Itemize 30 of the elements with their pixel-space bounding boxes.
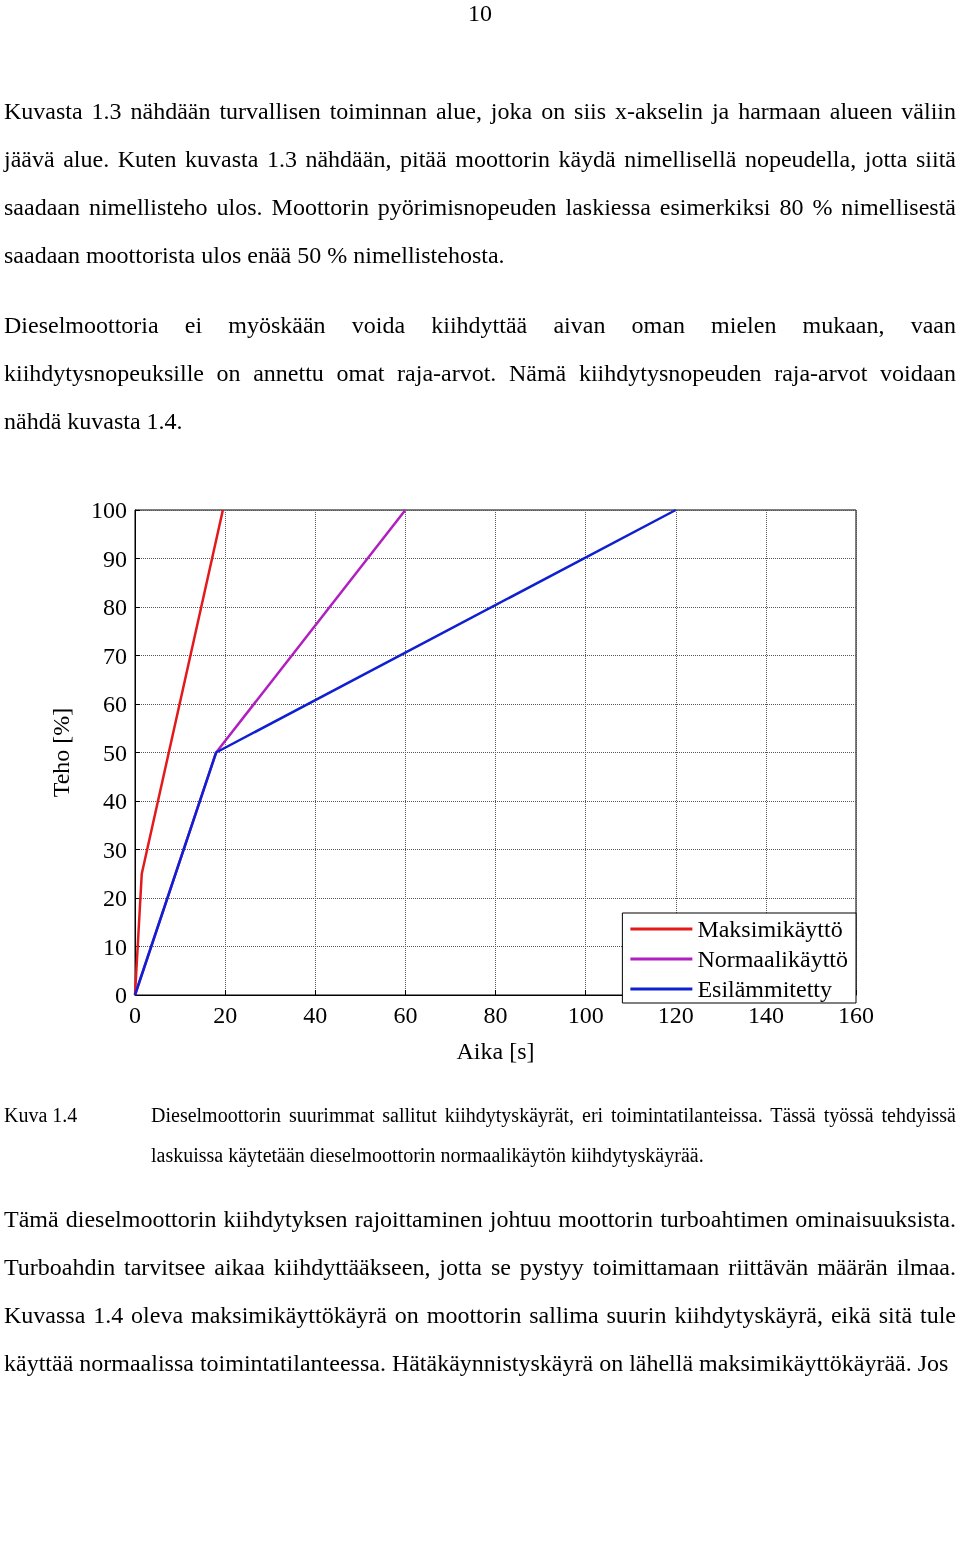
y-tick-label: 0 (115, 982, 127, 1008)
x-tick-label: 140 (747, 1002, 784, 1028)
y-axis-title: Teho [%] (48, 707, 74, 798)
text: Tämä dieselmoottorin kiihdytyksen rajoittaminen johtuu moottorin turboahtimen ominaisuuksista. Turboahdin tarvitsee aikaa kiihdyttääkseen, jotta se pystyy toimittamaan riittävän määrän ilmaa. Kuvassa 1.4 oleva maksimikäyttökäyrä on moottorin sallima suurin kiihdytyskäyrä, eikä sitä tule käyttää normaalissa toimintatilanteessa. Hätäkäynnistyskäyrä on lähellä maksimikäyttökäyrää. Jos (4, 1205, 956, 1378)
y-tick-label: 10 (103, 933, 127, 960)
y-tick-label: 70 (103, 642, 127, 669)
y-tick-label: 50 (103, 739, 127, 766)
y-tick-label: 20 (103, 885, 127, 911)
text: Dieselmoottorin suurimmat sallitut kiihdytyskäyrät, eri toimintatilanteissa. Tässä työssä tehdyissä laskuissa käytetään dieselmoottorin normaalikäytön kiihdytyskäyrää. (151, 1103, 956, 1169)
y-tick-label: 40 (103, 788, 127, 814)
y-tick-label: 60 (103, 691, 127, 717)
x-tick-label: 60 (393, 1002, 418, 1028)
x-tick-label: 160 (838, 1002, 874, 1028)
x-tick-label: 120 (657, 1002, 694, 1028)
y-tick-label: 90 (103, 545, 127, 572)
legend-label: Maksimikäyttö (697, 916, 843, 942)
text: Kuvasta 1.3 nähdään turvallisen toiminnan alue, joka on siis x-akselin ja harmaan alueen väliin jäävä alue. Kuten kuvasta 1.3 nähdään, pitää moottorin käydä nimellisellä nopeudella, jotta siitä saadaan nimellisteho ulos. Moottorin pyörimisnopeuden laskiessa esimerkiksi 80 % nimellisestä saadaan moottorista ulos enää 50 % nimellistehosta. (4, 97, 956, 270)
x-tick-label: 20 (213, 1002, 238, 1028)
x-tick-label: 40 (303, 1002, 328, 1028)
y-tick-label: 100 (91, 497, 127, 523)
text: 10 (467, 0, 493, 27)
x-tick-label: 100 (567, 1002, 604, 1028)
y-tick-label: 80 (103, 594, 127, 620)
x-axis-title: Aika [s] (456, 1038, 535, 1064)
legend-label: Normaalikäyttö (697, 946, 848, 972)
text: Dieselmoottoria ei myöskään voida kiihdyttää aivan oman mielen mukaan, vaan kiihdytysnopeuksille on annettu omat raja-arvot. Nämä kiihdytysnopeuden raja-arvot voidaan nähdä kuvasta 1.4. (4, 311, 956, 436)
text: Kuva 1.4 (4, 1103, 79, 1128)
y-tick-label: 30 (103, 836, 127, 863)
x-tick-label: 80 (483, 1002, 508, 1028)
legend-label: Esilämmitetty (697, 976, 833, 1002)
